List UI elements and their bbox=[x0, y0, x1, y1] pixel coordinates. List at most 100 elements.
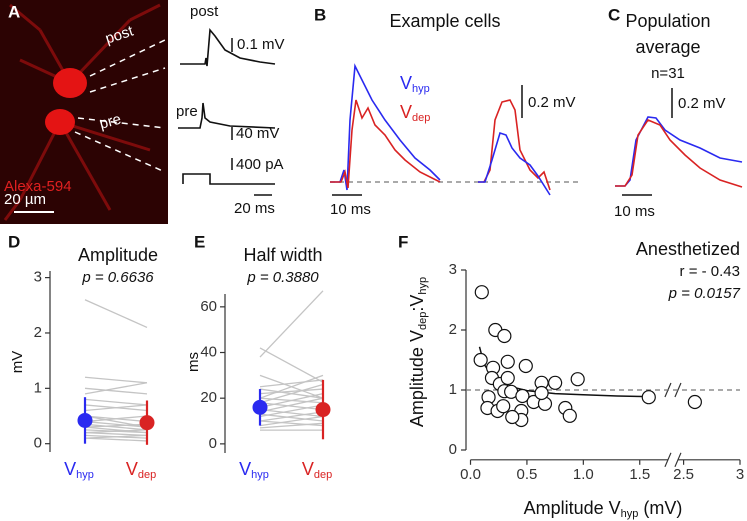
pair-line bbox=[259, 290, 324, 358]
data-point bbox=[687, 394, 702, 410]
panel-letter: B bbox=[314, 5, 326, 24]
y-tick-label: 0 bbox=[209, 435, 217, 452]
x-tick-label: Vdep bbox=[302, 459, 332, 481]
data-point bbox=[515, 388, 530, 404]
trace bbox=[330, 63, 441, 191]
data-point bbox=[500, 354, 515, 369]
x-tick-label: 0.0 bbox=[460, 466, 481, 483]
pair-line bbox=[84, 423, 148, 431]
micrograph bbox=[0, 0, 168, 224]
scale-label: 20 ms bbox=[234, 200, 275, 217]
pair-line bbox=[259, 413, 324, 422]
pair-line bbox=[259, 422, 324, 429]
y-tick-label: 0 bbox=[449, 441, 457, 458]
pair-line bbox=[84, 431, 148, 437]
data-point bbox=[474, 285, 489, 300]
pair-line bbox=[84, 420, 148, 428]
scale-label: 10 ms bbox=[330, 201, 371, 218]
data-point bbox=[473, 352, 488, 368]
pair-line bbox=[84, 404, 148, 412]
legend-entry: Vhyp bbox=[400, 73, 430, 95]
pair-line bbox=[84, 299, 148, 329]
image-label: pre bbox=[98, 111, 123, 133]
legend-entry: Vdep bbox=[400, 102, 430, 124]
trace-label: post bbox=[190, 3, 219, 20]
chart-title: Anesthetized bbox=[636, 239, 740, 259]
pair-line bbox=[259, 388, 324, 399]
y-tick-label: 2 bbox=[449, 321, 457, 338]
pair-line bbox=[84, 398, 148, 406]
pair-line bbox=[84, 423, 148, 428]
y-tick-label: 20 bbox=[200, 389, 217, 406]
pair-line bbox=[259, 404, 324, 418]
x-tick-label: Vhyp bbox=[239, 459, 269, 481]
data-point bbox=[534, 385, 549, 401]
scale-label: 40 mV bbox=[236, 125, 279, 142]
pair-line bbox=[259, 415, 324, 427]
mean-dot bbox=[252, 399, 268, 415]
pair-line bbox=[259, 374, 324, 399]
data-point bbox=[496, 399, 511, 414]
y-axis-label: Amplitude Vdep:Vhyp bbox=[407, 277, 429, 427]
pair-line bbox=[259, 392, 324, 408]
trace bbox=[615, 119, 743, 188]
y-tick-label: 1 bbox=[449, 381, 457, 398]
x-tick-label: 0.5 bbox=[516, 466, 537, 483]
data-point bbox=[548, 375, 563, 390]
y-tick-label: 60 bbox=[200, 298, 217, 315]
data-point bbox=[562, 408, 577, 423]
x-tick-label: 1.0 bbox=[573, 466, 594, 483]
scale-label: 20 µm bbox=[4, 191, 46, 208]
pair-line bbox=[259, 397, 324, 413]
trace bbox=[330, 99, 441, 189]
sample-size: n=31 bbox=[651, 65, 685, 82]
trace-label: pre bbox=[176, 103, 198, 120]
pair-line bbox=[84, 376, 148, 384]
x-tick-label: 3 bbox=[736, 466, 744, 483]
scale-label: 0.2 mV bbox=[528, 94, 576, 111]
chart-title: Amplitude bbox=[78, 245, 158, 265]
trace bbox=[615, 116, 743, 187]
data-point bbox=[641, 390, 656, 405]
pair-line bbox=[259, 379, 324, 388]
pair-line bbox=[84, 415, 148, 423]
chart-title: Half width bbox=[243, 245, 322, 265]
y-tick-label: 40 bbox=[200, 343, 217, 360]
mean-dot bbox=[315, 402, 331, 418]
pair-line bbox=[259, 420, 324, 427]
pair-line bbox=[84, 437, 148, 442]
panel-title: average bbox=[635, 37, 700, 57]
panel-letter: D bbox=[8, 232, 20, 251]
stat-label: p = 0.6636 bbox=[81, 269, 154, 286]
y-axis-label: ms bbox=[185, 352, 202, 372]
pair-line bbox=[84, 382, 148, 395]
data-point bbox=[497, 328, 512, 344]
pair-line bbox=[259, 402, 324, 411]
x-axis-label: Amplitude Vhyp (mV) bbox=[524, 498, 683, 520]
panel-letter: C bbox=[608, 5, 620, 24]
x-tick-label: 2.5 bbox=[673, 466, 694, 483]
pair-line bbox=[259, 347, 324, 383]
pair-line bbox=[84, 387, 148, 395]
stat-label: r = - 0.43 bbox=[680, 263, 740, 280]
y-tick-label: 3 bbox=[34, 269, 42, 286]
axis-break bbox=[674, 452, 682, 468]
pair-line bbox=[259, 411, 324, 422]
recordings bbox=[178, 27, 276, 196]
dye-label: Alexa-594 bbox=[4, 178, 72, 195]
data-point bbox=[570, 372, 585, 387]
x-tick-label: Vdep bbox=[126, 459, 156, 481]
mean-dot bbox=[139, 415, 155, 431]
scale-label: 400 pA bbox=[236, 156, 284, 173]
y-tick-label: 3 bbox=[449, 261, 457, 278]
pair-line bbox=[84, 434, 148, 439]
y-axis-label: mV bbox=[9, 351, 26, 374]
panel-letter: A bbox=[8, 2, 20, 21]
pair-line bbox=[259, 408, 324, 418]
x-tick-label: Vhyp bbox=[64, 459, 94, 481]
y-tick-label: 0 bbox=[34, 435, 42, 452]
mean-dot bbox=[77, 412, 93, 428]
data-point bbox=[500, 370, 515, 386]
scale-label: 0.2 mV bbox=[678, 95, 726, 112]
